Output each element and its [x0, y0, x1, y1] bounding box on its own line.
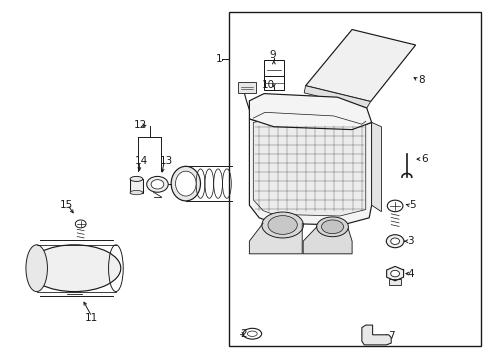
Ellipse shape — [171, 166, 200, 201]
Ellipse shape — [267, 216, 297, 234]
Text: 6: 6 — [420, 154, 427, 164]
Polygon shape — [249, 119, 371, 225]
Text: 14: 14 — [135, 156, 148, 166]
Ellipse shape — [261, 212, 303, 238]
Polygon shape — [361, 325, 390, 345]
Ellipse shape — [130, 190, 142, 195]
Text: 10: 10 — [261, 80, 274, 90]
Circle shape — [390, 270, 399, 277]
Text: 12: 12 — [134, 120, 147, 130]
Polygon shape — [249, 223, 302, 254]
Ellipse shape — [175, 171, 196, 196]
Bar — [264, 60, 283, 76]
Text: 15: 15 — [59, 200, 73, 210]
Polygon shape — [303, 227, 351, 254]
Polygon shape — [253, 119, 365, 216]
Bar — [264, 76, 283, 90]
Text: 9: 9 — [269, 50, 276, 60]
Text: 7: 7 — [387, 330, 394, 341]
Circle shape — [146, 176, 168, 192]
Ellipse shape — [28, 245, 121, 292]
Ellipse shape — [316, 217, 347, 237]
Ellipse shape — [130, 176, 142, 181]
Text: 3: 3 — [407, 236, 413, 246]
Text: 5: 5 — [408, 200, 415, 210]
Circle shape — [376, 337, 383, 342]
Polygon shape — [249, 94, 371, 130]
Bar — [228, 12, 480, 346]
Text: 13: 13 — [159, 156, 173, 166]
Circle shape — [386, 235, 403, 248]
Polygon shape — [304, 86, 370, 108]
Text: 2: 2 — [240, 329, 246, 339]
Polygon shape — [371, 122, 381, 212]
Ellipse shape — [321, 220, 343, 234]
Ellipse shape — [26, 245, 47, 292]
Circle shape — [390, 238, 399, 244]
Text: 1: 1 — [215, 54, 222, 64]
Text: 8: 8 — [417, 75, 424, 85]
Text: 4: 4 — [407, 269, 413, 279]
Polygon shape — [386, 266, 403, 281]
Polygon shape — [305, 30, 415, 102]
Text: 11: 11 — [85, 312, 99, 323]
Bar — [130, 179, 142, 193]
Bar — [388, 279, 400, 285]
Bar — [237, 82, 256, 93]
Circle shape — [151, 180, 163, 189]
